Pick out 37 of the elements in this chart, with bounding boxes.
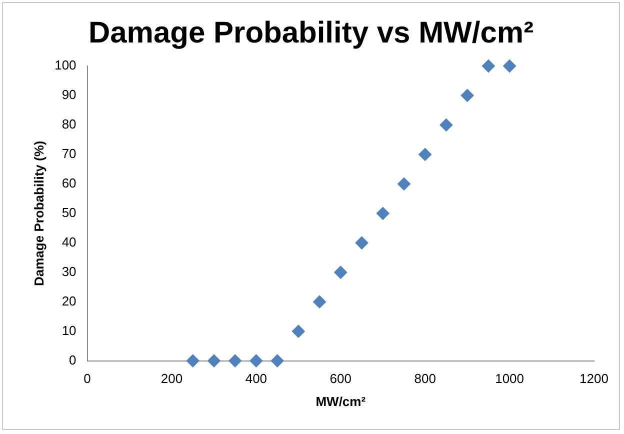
- y-tick-label: 60: [62, 176, 76, 190]
- y-tick-label: 90: [62, 87, 76, 102]
- x-tick-label: 600: [330, 371, 352, 386]
- x-tick-label: 0: [84, 371, 91, 386]
- point: [292, 324, 305, 338]
- point: [250, 354, 263, 368]
- point: [376, 206, 390, 220]
- y-tick-label: 40: [62, 234, 76, 250]
- x-axis-title: MW/cm²: [316, 394, 366, 409]
- point: [186, 354, 200, 368]
- y-tick-label: 30: [62, 264, 76, 279]
- x-tick-label: 1000: [495, 371, 524, 386]
- y-tick-label: 10: [62, 322, 76, 338]
- point: [418, 148, 432, 161]
- point: [482, 60, 495, 72]
- point: [440, 118, 453, 132]
- x-tick-label: 200: [160, 371, 183, 386]
- y-tick-label: 100: [54, 58, 76, 73]
- point: [503, 60, 516, 72]
- x-tick-label: 1200: [580, 371, 608, 386]
- point: [228, 354, 242, 368]
- point: [355, 236, 368, 250]
- y-tick-label: 50: [62, 204, 76, 220]
- y-tick-label: 70: [62, 146, 76, 162]
- y-tick-label: 0: [69, 352, 76, 368]
- point: [460, 88, 474, 102]
- point: [270, 354, 284, 368]
- point: [397, 177, 410, 190]
- x-tick-label: 400: [245, 371, 268, 386]
- y-tick-label: 80: [62, 116, 76, 132]
- x-tick-label: 800: [414, 371, 436, 386]
- chart-title: Damage Probability vs MW/cm²: [88, 16, 534, 50]
- y-axis-title: Damage Probability (%): [31, 140, 46, 286]
- y-tick-label: 20: [62, 293, 76, 308]
- point: [334, 266, 348, 279]
- point: [207, 354, 220, 368]
- point: [313, 295, 326, 308]
